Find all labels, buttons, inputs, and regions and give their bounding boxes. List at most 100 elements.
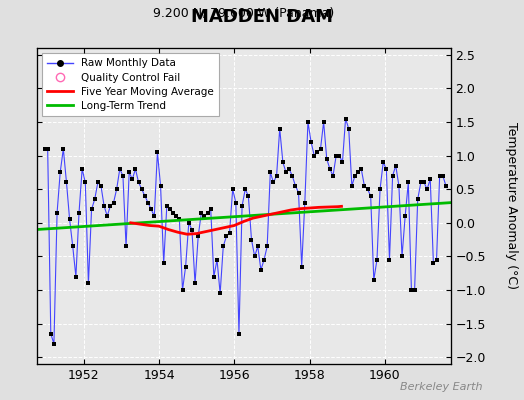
Point bbox=[282, 169, 290, 176]
Point bbox=[254, 243, 262, 250]
Point bbox=[244, 193, 253, 199]
Point bbox=[417, 179, 425, 186]
Point bbox=[347, 183, 356, 189]
Point bbox=[106, 203, 115, 209]
Point bbox=[125, 169, 134, 176]
Point bbox=[178, 287, 187, 293]
Point bbox=[213, 256, 221, 263]
Point bbox=[335, 152, 344, 159]
Point bbox=[132, 166, 140, 172]
Point bbox=[269, 179, 278, 186]
Point bbox=[407, 287, 416, 293]
Point bbox=[276, 126, 284, 132]
Text: Berkeley Earth: Berkeley Earth bbox=[400, 382, 482, 392]
Point bbox=[225, 230, 234, 236]
Point bbox=[285, 166, 293, 172]
Point bbox=[75, 210, 83, 216]
Point bbox=[357, 166, 365, 172]
Point bbox=[144, 200, 152, 206]
Y-axis label: Temperature Anomaly (°C): Temperature Anomaly (°C) bbox=[506, 122, 518, 290]
Point bbox=[310, 152, 319, 159]
Point bbox=[194, 233, 202, 240]
Point bbox=[210, 273, 218, 280]
Point bbox=[103, 213, 112, 219]
Point bbox=[116, 166, 124, 172]
Point bbox=[442, 183, 450, 189]
Point bbox=[369, 277, 378, 283]
Point bbox=[341, 115, 350, 122]
Point bbox=[301, 200, 309, 206]
Point bbox=[159, 260, 168, 266]
Point bbox=[435, 172, 444, 179]
Point bbox=[47, 330, 55, 337]
Point bbox=[62, 179, 71, 186]
Point bbox=[122, 243, 130, 250]
Point bbox=[420, 179, 428, 186]
Point bbox=[91, 196, 99, 202]
Point bbox=[100, 203, 108, 209]
Point bbox=[247, 236, 256, 243]
Point bbox=[382, 166, 390, 172]
Point bbox=[272, 172, 281, 179]
Point bbox=[307, 139, 315, 145]
Point bbox=[323, 156, 331, 162]
Point bbox=[373, 256, 381, 263]
Point bbox=[320, 119, 328, 125]
Legend: Raw Monthly Data, Quality Control Fail, Five Year Moving Average, Long-Term Tren: Raw Monthly Data, Quality Control Fail, … bbox=[42, 53, 220, 116]
Point bbox=[423, 186, 431, 192]
Point bbox=[84, 280, 93, 286]
Point bbox=[228, 186, 237, 192]
Title: 9.200 N, 79.600 W (Panama): 9.200 N, 79.600 W (Panama) bbox=[153, 8, 334, 20]
Point bbox=[59, 146, 68, 152]
Point bbox=[404, 179, 412, 186]
Point bbox=[69, 243, 77, 250]
Point bbox=[235, 330, 243, 337]
Point bbox=[232, 200, 240, 206]
Point bbox=[138, 186, 146, 192]
Point bbox=[72, 273, 80, 280]
Point bbox=[184, 220, 193, 226]
Point bbox=[200, 213, 209, 219]
Point bbox=[316, 146, 325, 152]
Point bbox=[332, 152, 341, 159]
Point bbox=[216, 290, 224, 297]
Point bbox=[172, 213, 180, 219]
Point bbox=[385, 256, 394, 263]
Point bbox=[88, 206, 96, 212]
Point bbox=[345, 126, 353, 132]
Point bbox=[351, 172, 359, 179]
Point bbox=[410, 287, 419, 293]
Point bbox=[391, 162, 400, 169]
Point bbox=[426, 176, 434, 182]
Point bbox=[241, 186, 249, 192]
Point bbox=[81, 179, 90, 186]
Point bbox=[298, 263, 306, 270]
Point bbox=[147, 206, 155, 212]
Point bbox=[119, 172, 127, 179]
Point bbox=[134, 179, 143, 186]
Point bbox=[398, 253, 406, 260]
Point bbox=[166, 206, 174, 212]
Point bbox=[432, 256, 441, 263]
Point bbox=[53, 210, 61, 216]
Point bbox=[266, 169, 275, 176]
Point bbox=[339, 159, 347, 166]
Point bbox=[222, 233, 231, 240]
Point bbox=[219, 243, 227, 250]
Point bbox=[110, 200, 118, 206]
Point bbox=[366, 193, 375, 199]
Point bbox=[363, 186, 372, 192]
Point bbox=[360, 183, 368, 189]
Point bbox=[66, 216, 74, 223]
Point bbox=[250, 253, 259, 260]
Point bbox=[257, 267, 265, 273]
Point bbox=[354, 169, 362, 176]
Point bbox=[175, 216, 183, 223]
Point bbox=[43, 146, 52, 152]
Point bbox=[197, 210, 205, 216]
Point bbox=[238, 203, 246, 209]
Point bbox=[156, 183, 165, 189]
Point bbox=[191, 280, 199, 286]
Point bbox=[56, 169, 64, 176]
Point bbox=[279, 159, 287, 166]
